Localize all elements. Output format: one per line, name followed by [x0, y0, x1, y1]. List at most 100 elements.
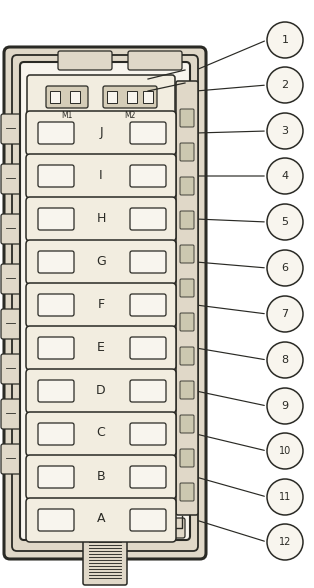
Text: 10: 10	[279, 446, 291, 456]
Circle shape	[267, 388, 303, 424]
FancyBboxPatch shape	[38, 509, 74, 531]
FancyBboxPatch shape	[26, 412, 176, 456]
Text: I: I	[99, 169, 103, 182]
FancyBboxPatch shape	[180, 245, 194, 263]
FancyBboxPatch shape	[130, 466, 166, 488]
Text: J: J	[99, 125, 103, 139]
FancyBboxPatch shape	[130, 208, 166, 230]
Text: C: C	[97, 426, 106, 439]
Text: 11: 11	[279, 492, 291, 502]
FancyBboxPatch shape	[4, 47, 206, 559]
Text: M1: M1	[61, 111, 73, 120]
FancyBboxPatch shape	[180, 177, 194, 195]
Text: 12: 12	[279, 537, 291, 547]
Circle shape	[267, 524, 303, 560]
Text: 4: 4	[281, 171, 289, 181]
FancyBboxPatch shape	[180, 381, 194, 399]
FancyBboxPatch shape	[176, 81, 198, 515]
FancyBboxPatch shape	[180, 279, 194, 297]
Text: 5: 5	[281, 217, 289, 227]
FancyBboxPatch shape	[1, 354, 23, 384]
Bar	[143, 91, 153, 103]
FancyBboxPatch shape	[130, 165, 166, 187]
FancyBboxPatch shape	[1, 444, 23, 474]
FancyBboxPatch shape	[38, 294, 74, 316]
FancyBboxPatch shape	[1, 309, 23, 339]
Bar	[107, 91, 117, 103]
FancyBboxPatch shape	[83, 531, 127, 585]
FancyBboxPatch shape	[20, 62, 190, 540]
Text: F: F	[97, 298, 105, 310]
Circle shape	[267, 296, 303, 332]
Circle shape	[267, 204, 303, 240]
FancyBboxPatch shape	[26, 369, 176, 413]
FancyBboxPatch shape	[153, 518, 185, 538]
FancyBboxPatch shape	[46, 86, 88, 108]
Text: 9: 9	[281, 401, 289, 411]
FancyBboxPatch shape	[38, 251, 74, 273]
FancyBboxPatch shape	[26, 326, 176, 370]
FancyBboxPatch shape	[103, 86, 157, 108]
FancyBboxPatch shape	[180, 211, 194, 229]
FancyBboxPatch shape	[130, 337, 166, 359]
Text: E: E	[97, 340, 105, 353]
FancyBboxPatch shape	[1, 264, 23, 294]
Bar	[127, 91, 137, 103]
FancyBboxPatch shape	[1, 164, 23, 194]
FancyBboxPatch shape	[1, 214, 23, 244]
Circle shape	[267, 250, 303, 286]
FancyBboxPatch shape	[180, 143, 194, 161]
FancyBboxPatch shape	[38, 423, 74, 445]
Circle shape	[267, 342, 303, 378]
Circle shape	[267, 22, 303, 58]
FancyBboxPatch shape	[33, 518, 65, 538]
Text: A: A	[97, 513, 105, 526]
Bar	[70, 91, 80, 103]
FancyBboxPatch shape	[26, 498, 176, 542]
FancyBboxPatch shape	[38, 380, 74, 402]
Text: 7: 7	[281, 309, 289, 319]
Text: D: D	[96, 383, 106, 396]
FancyBboxPatch shape	[128, 51, 182, 70]
Text: G: G	[96, 255, 106, 268]
FancyBboxPatch shape	[26, 240, 176, 284]
FancyBboxPatch shape	[180, 483, 194, 501]
FancyBboxPatch shape	[130, 294, 166, 316]
Text: 3: 3	[281, 126, 289, 136]
FancyBboxPatch shape	[130, 509, 166, 531]
Circle shape	[267, 113, 303, 149]
FancyBboxPatch shape	[26, 111, 176, 155]
FancyBboxPatch shape	[38, 122, 74, 144]
Text: 2: 2	[281, 80, 289, 90]
FancyBboxPatch shape	[130, 251, 166, 273]
FancyBboxPatch shape	[38, 208, 74, 230]
FancyBboxPatch shape	[1, 114, 23, 144]
Bar	[50, 91, 60, 103]
FancyBboxPatch shape	[58, 51, 112, 70]
Circle shape	[267, 67, 303, 103]
FancyBboxPatch shape	[130, 423, 166, 445]
FancyBboxPatch shape	[130, 380, 166, 402]
FancyBboxPatch shape	[26, 455, 176, 499]
Text: 1: 1	[281, 35, 289, 45]
FancyBboxPatch shape	[1, 399, 23, 429]
FancyBboxPatch shape	[26, 154, 176, 198]
FancyBboxPatch shape	[180, 449, 194, 467]
Circle shape	[267, 479, 303, 515]
FancyBboxPatch shape	[12, 55, 198, 551]
FancyBboxPatch shape	[38, 466, 74, 488]
FancyBboxPatch shape	[130, 122, 166, 144]
Text: H: H	[96, 212, 106, 225]
FancyBboxPatch shape	[38, 165, 74, 187]
FancyBboxPatch shape	[38, 337, 74, 359]
Circle shape	[267, 158, 303, 194]
FancyBboxPatch shape	[27, 75, 175, 117]
Text: 6: 6	[281, 263, 289, 273]
FancyBboxPatch shape	[180, 313, 194, 331]
Text: B: B	[97, 469, 105, 483]
Circle shape	[267, 433, 303, 469]
FancyBboxPatch shape	[180, 347, 194, 365]
FancyBboxPatch shape	[26, 197, 176, 241]
FancyBboxPatch shape	[180, 109, 194, 127]
FancyBboxPatch shape	[180, 415, 194, 433]
